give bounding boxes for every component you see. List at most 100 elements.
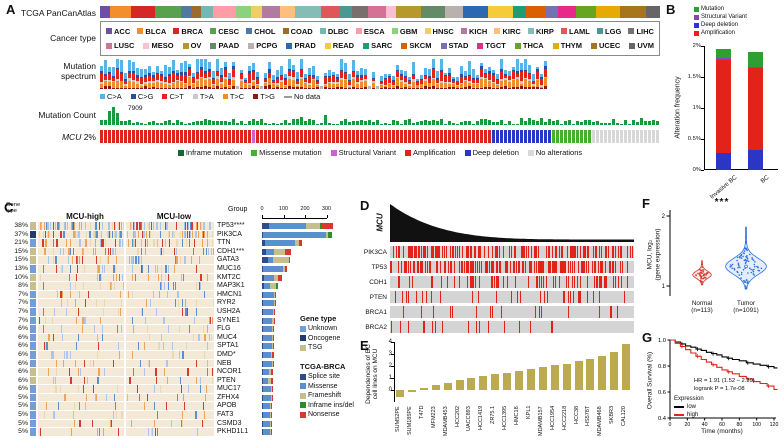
- spectrum-segment: [224, 61, 227, 68]
- heatmap-mark: [102, 264, 104, 273]
- mcu-strip-cell: [120, 130, 123, 143]
- mutation-count-bar: [208, 120, 211, 125]
- gene-type-header-line1: Gene: [6, 202, 21, 208]
- spectrum-segment: [300, 59, 303, 69]
- d-mutation-tick: [542, 261, 544, 273]
- gene-type-cell: [30, 264, 36, 273]
- heatmap-mark: [99, 273, 101, 282]
- mcu-strip-cell: [508, 130, 511, 143]
- spectrum-segment: [128, 71, 131, 74]
- spectrum-segment: [192, 83, 195, 89]
- mutation-count-bar: [392, 120, 395, 125]
- spectrum-segment: [436, 84, 439, 89]
- spectrum-segment: [100, 73, 103, 83]
- d-mutation-tick: [423, 246, 425, 258]
- gene-type-header: Gene type: [6, 202, 20, 214]
- km-curve-high: [670, 339, 778, 390]
- violin-point: [750, 271, 753, 274]
- spectrum-segment: [416, 82, 419, 85]
- spectrum-segment: [400, 74, 403, 76]
- d-mutation-tick: [506, 276, 508, 288]
- d-mutation-tick: [507, 276, 509, 288]
- d-mutation-tick: [535, 261, 537, 273]
- spectrum-segment: [148, 76, 151, 82]
- mutation-count-bar: [316, 123, 319, 125]
- legend-item: Nonsense: [300, 411, 354, 418]
- d-mutation-tick: [433, 306, 434, 318]
- b-bar-segment: [716, 49, 731, 59]
- heatmap-mark: [147, 428, 150, 436]
- d-mutation-tick: [579, 291, 581, 303]
- e-cell-line-label: MFM223: [430, 406, 437, 428]
- heatmap-mark: [107, 256, 109, 264]
- spectrum-segment: [496, 87, 499, 89]
- heatmap-mark: [199, 222, 201, 230]
- panel-b: B Mutation Structural Variant Deep deletio…: [664, 2, 784, 201]
- gene-group-bar-segment: [294, 240, 299, 247]
- cohort-strip-segment: [320, 6, 339, 18]
- mcu-strip-cell: [492, 130, 495, 143]
- gene-alteration-pct: 7%: [18, 299, 28, 307]
- heatmap-mark: [52, 222, 54, 230]
- heatmap-mark: [152, 428, 154, 436]
- spectrum-segment: [476, 79, 479, 84]
- cancer-type-item: UCEC: [591, 41, 620, 50]
- heatmap-mark: [94, 393, 96, 402]
- gene-heatmap-mcu-high: [38, 411, 124, 419]
- spectrum-segment: [240, 72, 243, 75]
- heatmap-mark: [85, 230, 87, 239]
- spectrum-segment: [424, 80, 427, 87]
- mcu-strip-cell: [444, 130, 447, 143]
- d-mutation-tick: [592, 261, 594, 273]
- mutation-count-bar: [308, 119, 311, 125]
- d-mutation-tick: [615, 246, 617, 258]
- d-mutation-tick: [407, 261, 409, 273]
- d-mutation-tick: [422, 246, 424, 258]
- heatmap-mark: [85, 316, 87, 325]
- heatmap-mark: [182, 419, 184, 428]
- spectrum-segment: [448, 75, 451, 83]
- heatmap-mark: [144, 247, 146, 256]
- legend-swatch: [300, 402, 306, 408]
- b-bar-segment: [716, 58, 731, 60]
- d-mutation-tick: [492, 261, 494, 273]
- heatmap-mark: [202, 419, 204, 428]
- spectrum-segment: [176, 80, 179, 82]
- heatmap-mark: [196, 222, 198, 230]
- d-mutation-tick: [623, 291, 625, 303]
- heatmap-mark: [63, 350, 65, 359]
- d-mutation-tick: [454, 246, 456, 258]
- high-line-swatch: [674, 414, 684, 416]
- spectrum-segment: [516, 79, 519, 87]
- spectrum-segment: [408, 87, 411, 89]
- spectrum-segment: [380, 81, 383, 85]
- heatmap-mark: [205, 247, 207, 256]
- spectrum-segment: [364, 74, 367, 76]
- spectrum-column: [384, 59, 388, 89]
- spectrum-segment: [136, 75, 139, 79]
- d-mutation-tick: [488, 321, 490, 333]
- d-mutation-tick: [573, 291, 574, 303]
- heatmap-mark: [118, 230, 120, 239]
- violin-label-tumor-line2: (n=1091): [733, 307, 759, 314]
- mcu-strip-cell: [292, 130, 295, 143]
- heatmap-mark: [148, 222, 150, 230]
- spectrum-segment: [224, 77, 227, 79]
- heatmap-mark: [89, 239, 91, 247]
- heatmap-mark: [208, 316, 211, 325]
- spectrum-segment: [412, 87, 415, 89]
- spectrum-segment: [404, 86, 407, 89]
- d-mutation-tick: [431, 276, 433, 288]
- gene-alteration-pct: 10%: [14, 273, 28, 281]
- heatmap-mark: [166, 359, 168, 368]
- cohort-strip-segment: [155, 6, 182, 18]
- spectrum-segment: [544, 61, 547, 67]
- violin-point: [738, 274, 741, 276]
- e-cell-line-label: KPL1: [525, 406, 532, 420]
- spectrum-segment: [352, 70, 355, 73]
- spectrum-segment: [104, 60, 107, 74]
- spectrum-segment: [468, 61, 471, 76]
- d-mutation-tick: [491, 261, 493, 273]
- violin-point: [706, 272, 708, 274]
- gene-name: SYNE1: [217, 316, 240, 324]
